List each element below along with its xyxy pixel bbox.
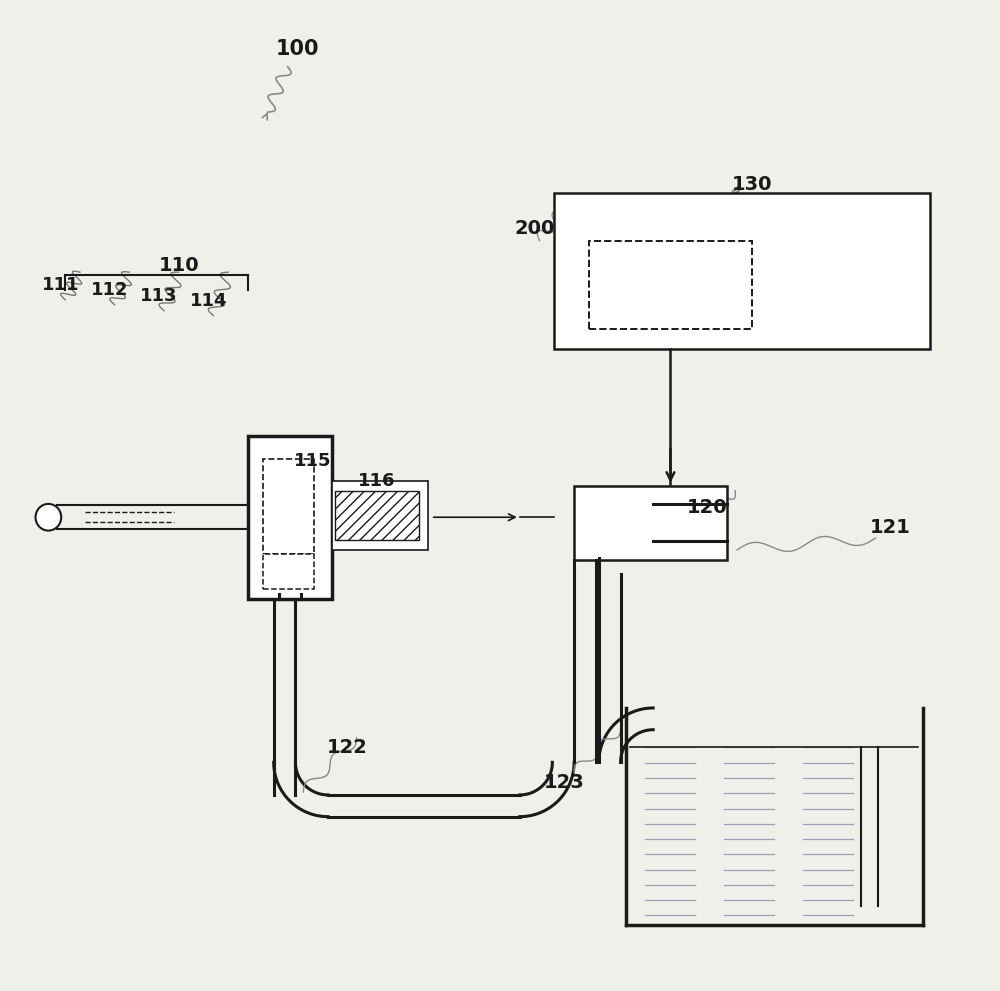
Bar — [263, 554, 314, 590]
Text: 122: 122 — [326, 738, 367, 757]
Bar — [589, 241, 752, 329]
Text: 121: 121 — [870, 517, 911, 536]
Bar — [574, 486, 727, 560]
Bar — [248, 436, 332, 600]
Text: 116: 116 — [358, 472, 395, 490]
Text: 120: 120 — [687, 497, 728, 517]
Text: 123: 123 — [544, 773, 585, 792]
Text: 115: 115 — [293, 452, 331, 470]
Bar — [332, 481, 428, 550]
Text: 100: 100 — [276, 39, 319, 58]
Bar — [263, 459, 314, 554]
Bar — [554, 193, 930, 349]
Bar — [335, 491, 419, 540]
Text: 112: 112 — [91, 281, 128, 299]
Text: 114: 114 — [190, 291, 227, 310]
Ellipse shape — [36, 503, 61, 530]
Text: 200: 200 — [514, 219, 555, 238]
Text: 113: 113 — [140, 286, 178, 305]
Text: 111: 111 — [41, 276, 79, 294]
Text: 130: 130 — [732, 174, 772, 193]
Text: 110: 110 — [159, 256, 199, 275]
